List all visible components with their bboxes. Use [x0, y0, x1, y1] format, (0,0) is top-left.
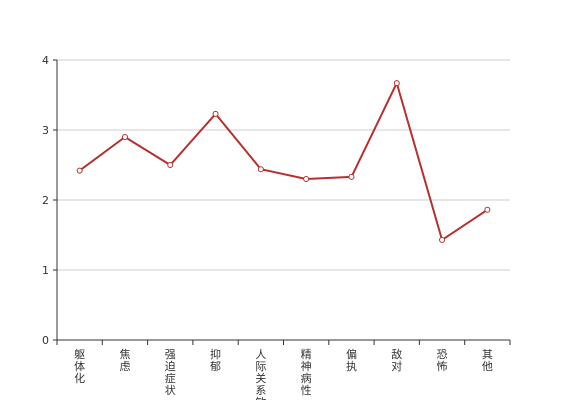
x-tick-label: 其他 [482, 348, 493, 373]
x-tick-label: 焦虑 [119, 348, 130, 373]
grid-lines [57, 59, 510, 271]
x-tick-label: 人际关系敏感 [255, 348, 266, 400]
y-tick-label: 1 [42, 264, 49, 277]
y-tick-label: 0 [42, 334, 49, 347]
data-point[interactable] [212, 110, 219, 117]
x-tick-label: 精神病性 [301, 348, 312, 397]
y-axis: 0 1 2 3 4 [42, 54, 58, 347]
x-tick-label: 敌对 [391, 347, 402, 373]
x-tick-label: 偏执 [346, 347, 357, 373]
x-tick-label: 躯体化 [74, 348, 85, 385]
data-point[interactable] [76, 167, 83, 174]
data-point[interactable] [484, 206, 491, 213]
x-tick-label: 抑郁 [210, 347, 221, 373]
data-point[interactable] [121, 134, 128, 140]
data-point[interactable] [439, 236, 446, 243]
x-tick-label: 强迫症状 [165, 348, 176, 397]
data-point[interactable] [167, 162, 174, 168]
x-axis: 躯体化 焦虑 强迫症状 抑郁 人际关系敏感 精神病性 偏执 敌对 恐怖 其他 [56, 339, 511, 404]
series-line-0 [79, 82, 488, 241]
series-layer [76, 80, 491, 243]
data-point[interactable] [393, 80, 400, 87]
x-tick-label: 恐怖 [437, 348, 448, 373]
y-tick-label: 3 [42, 124, 49, 137]
y-tick-label: 4 [42, 54, 49, 67]
y-tick-label: 2 [42, 194, 49, 207]
data-point[interactable] [303, 176, 310, 182]
data-point[interactable] [348, 173, 355, 180]
data-point[interactable] [257, 166, 264, 173]
